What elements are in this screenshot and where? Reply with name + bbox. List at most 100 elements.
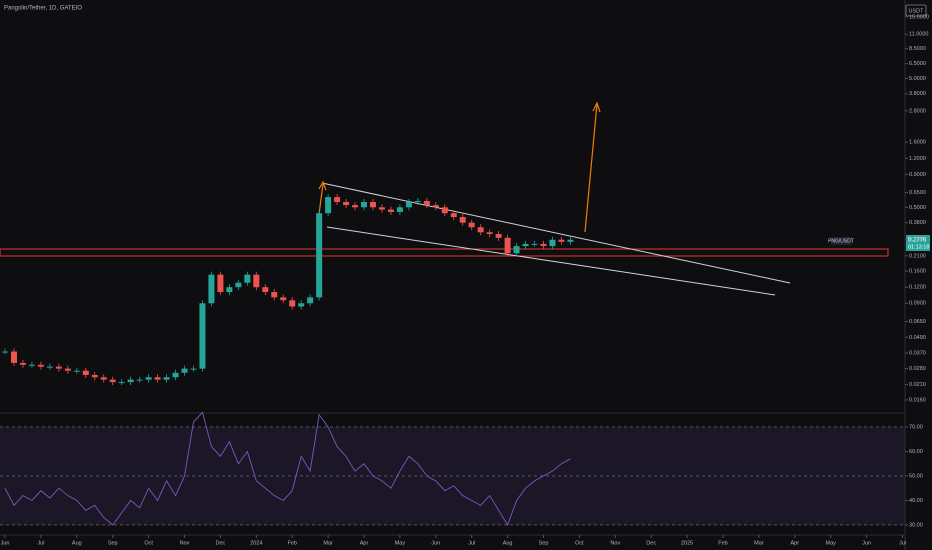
candle: [37, 364, 44, 367]
x-tick-label: Oct: [144, 540, 153, 546]
candle: [495, 234, 502, 238]
x-tick-label: Apr: [791, 540, 800, 546]
x-tick-label: 2025: [681, 540, 693, 546]
candle: [513, 246, 520, 254]
x-tick-label: Sep: [108, 540, 118, 546]
candle: [289, 300, 296, 307]
candle: [414, 200, 421, 202]
candle: [280, 297, 287, 301]
currency-button[interactable]: [905, 4, 927, 17]
candle: [441, 207, 448, 214]
candle: [145, 377, 152, 380]
y-tick-label: 3.8000: [909, 91, 926, 97]
candle: [369, 201, 376, 208]
x-tick-label: Jun: [862, 540, 871, 546]
candle: [199, 303, 206, 369]
y-tick-label: 60.00: [909, 449, 923, 455]
y-tick-label: 0.0370: [909, 350, 926, 356]
arrow-head: [592, 101, 601, 113]
candle: [2, 351, 9, 353]
y-tick-label: 0.0650: [909, 319, 926, 325]
support-zone: [0, 248, 889, 257]
trend-line: [326, 226, 776, 296]
candle: [253, 274, 260, 288]
x-tick-label: Aug: [72, 540, 82, 546]
candle: [163, 377, 170, 380]
x-tick-label: Oct: [575, 540, 584, 546]
candle: [387, 209, 394, 212]
candle: [298, 303, 305, 307]
countdown: 01:13:18: [908, 244, 929, 250]
y-tick-label: 50.00: [909, 473, 923, 479]
candle: [91, 374, 98, 378]
candle: [28, 364, 35, 366]
x-tick-label: Sep: [539, 540, 549, 546]
candle: [154, 377, 161, 380]
candle: [361, 201, 368, 208]
candle: [181, 368, 188, 373]
candle: [468, 222, 475, 228]
candle: [172, 372, 179, 378]
x-tick-label: May: [825, 540, 836, 546]
y-tick-label: 8.5000: [909, 46, 926, 52]
y-tick-label: 5.0000: [909, 76, 926, 82]
candle: [405, 201, 412, 208]
currency[interactable]: USDT: [909, 8, 925, 14]
candle: [378, 207, 385, 210]
y-tick-label: 1.2000: [909, 156, 926, 162]
x-tick-label: Dec: [216, 540, 226, 546]
y-tick-label: 0.6500: [909, 190, 926, 196]
x-tick-label: Nov: [610, 540, 620, 546]
y-tick-label: 0.0900: [909, 301, 926, 307]
candle: [307, 297, 314, 304]
y-tick-label: 11.0000: [909, 32, 928, 38]
candle: [343, 201, 350, 206]
x-tick-label: Aug: [503, 540, 513, 546]
candle: [208, 274, 215, 304]
trend-line: [321, 182, 791, 284]
x-tick-label: Nov: [180, 540, 190, 546]
last-price: 0.2776: [908, 238, 927, 244]
candle: [235, 282, 242, 288]
y-tick-label: 6.5000: [909, 61, 926, 67]
candle: [450, 213, 457, 218]
y-tick-label: 30.00: [909, 522, 923, 528]
y-tick-label: 40.00: [909, 498, 923, 504]
y-tick-label: 0.1200: [909, 285, 926, 291]
candle: [531, 243, 538, 245]
candle: [136, 379, 143, 381]
y-tick-label: 15.0000: [909, 14, 929, 20]
candle: [11, 351, 18, 363]
y-tick-label: 0.3800: [909, 220, 926, 226]
candle: [73, 370, 80, 372]
candle: [540, 243, 547, 247]
candle: [459, 217, 466, 223]
y-tick-label: 0.2100: [909, 253, 926, 259]
candle: [396, 207, 403, 212]
y-tick-label: 0.0280: [909, 366, 926, 372]
candle: [334, 197, 341, 202]
x-tick-label: Jul: [899, 540, 906, 546]
y-tick-label: 2.8000: [909, 108, 926, 114]
candle: [262, 287, 269, 293]
x-tick-label: Feb: [287, 540, 296, 546]
candle: [217, 274, 224, 293]
candle: [19, 362, 26, 365]
x-tick-label: Mar: [323, 540, 333, 546]
x-tick-label: Jul: [37, 540, 44, 546]
candle: [486, 232, 493, 235]
candle: [55, 366, 62, 369]
arrow: [584, 103, 598, 233]
candle: [226, 287, 233, 293]
x-tick-label: Apr: [360, 540, 369, 546]
candle: [100, 377, 107, 380]
x-tick-label: Dec: [646, 540, 656, 546]
candle: [190, 368, 197, 370]
price-tag: [906, 235, 930, 251]
y-tick-label: 0.0210: [909, 382, 926, 388]
rsi-line: [4, 411, 571, 526]
candle: [109, 379, 116, 383]
y-tick-label: 0.1600: [909, 269, 926, 275]
